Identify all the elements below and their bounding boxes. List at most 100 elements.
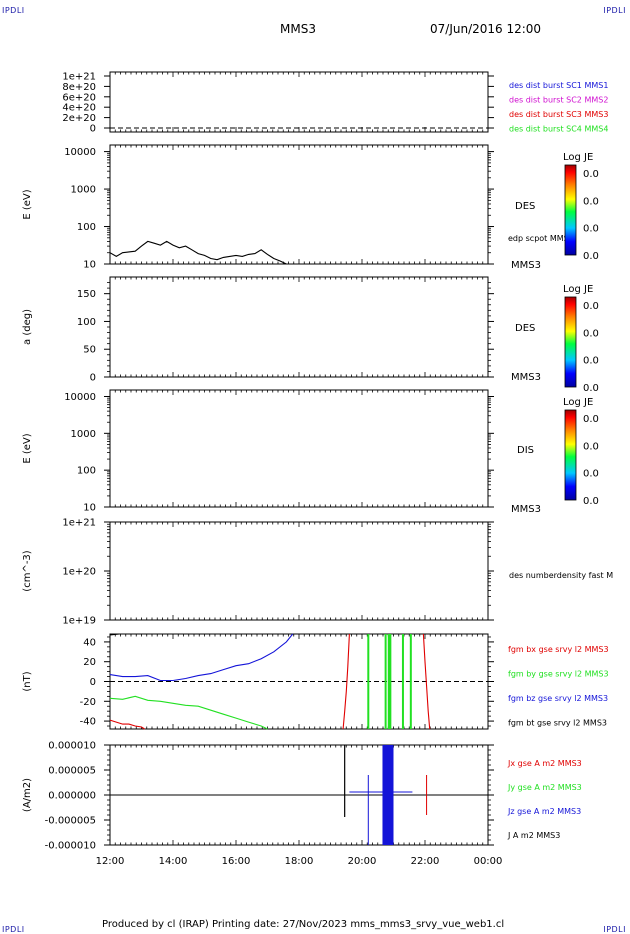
des-pitch-spacecraft: MMS3: [511, 372, 541, 383]
panel-frame-3: [109, 276, 489, 378]
density-ytick-label: 1e+19: [62, 616, 96, 627]
fgm-trace-1: [342, 633, 350, 730]
density-ylabel: (cm^-3): [22, 550, 33, 591]
colorbar-tick-label: 0.0: [583, 441, 599, 452]
fgm-ytick-label: 40: [83, 637, 96, 648]
fgm-trace-1: [422, 633, 431, 730]
corner-label-top-left: IPDLI: [2, 6, 25, 15]
burst-ytick-label: 4e+20: [62, 103, 96, 114]
panel-frame-4: [109, 389, 489, 508]
corner-label-bottom-left: IPDLI: [2, 925, 25, 934]
colorbar-tick-label: 0.0: [583, 169, 599, 180]
current-legend-4: J A m2 MMS3: [507, 831, 560, 840]
fgm-trace-2: [109, 695, 268, 730]
des-energy-ytick-label: 10000: [64, 147, 96, 158]
scpot-legend: edp scpot MMS3: [508, 234, 574, 243]
colorbar-tick-label: 0.0: [583, 328, 599, 339]
burst-ytick-label: 6e+20: [62, 92, 96, 103]
burst-legend-3: des dist burst SC3 MMS3: [509, 110, 608, 119]
colorbar-tick-label: 0.0: [583, 469, 599, 480]
spacecraft-title: MMS3: [280, 22, 316, 36]
des-pitch-ytick-label: 50: [83, 345, 96, 356]
footer-credit: Produced by cl (IRAP) Printing date: 27/…: [102, 919, 505, 930]
des-energy-ylabel: E (eV): [22, 189, 33, 219]
fgm-legend-2: fgm by gse srvy l2 MMS3: [508, 670, 609, 679]
current-ylabel: (A/m2): [22, 778, 33, 812]
corner-label-top-right: IPDLI: [603, 6, 626, 15]
colorbar-title: Log JE: [563, 397, 593, 408]
colorbar-tick-label: 0.0: [583, 196, 599, 207]
current-legend-1: Jx gse A m2 MMS3: [507, 759, 582, 768]
fgm-ytick-label: 0: [90, 677, 96, 688]
dis-energy-ytick-label: 100: [77, 466, 96, 477]
colorbar-2: [564, 296, 577, 388]
time-tick-label: 00:00: [474, 856, 503, 867]
date-title: 07/Jun/2016 12:00: [430, 22, 542, 36]
panel-frame-1: [109, 71, 489, 133]
panel-frame-5: [109, 521, 489, 621]
colorbar-tick-label: 0.0: [583, 383, 599, 394]
colorbar-1: [564, 164, 577, 256]
des-pitch-ytick-label: 0: [90, 373, 96, 384]
dis-energy-ytick-label: 10000: [64, 392, 96, 403]
current-ytick-label: 0.000005: [48, 766, 96, 777]
burst-ytick-label: 8e+20: [62, 82, 96, 93]
colorbar-tick-label: 0.0: [583, 356, 599, 367]
des-pitch-ylabel: a (deg): [22, 309, 33, 345]
des-pitch-instrument: DES: [515, 323, 535, 334]
fgm-trace-3: [109, 633, 294, 682]
colorbar-tick-label: 0.0: [583, 224, 599, 235]
des-pitch-ytick-label: 100: [77, 317, 96, 328]
fgm-ytick-label: 20: [83, 657, 96, 668]
time-tick-label: 20:00: [348, 856, 377, 867]
corner-label-bottom-right: IPDLI: [603, 925, 626, 934]
burst-legend-4: des dist burst SC4 MMS4: [509, 125, 608, 134]
time-tick-label: 12:00: [96, 856, 125, 867]
current-legend-2: Jy gse A m2 MMS3: [507, 783, 582, 792]
dis-energy-instrument: DIS: [517, 445, 534, 456]
colorbar-title: Log JE: [563, 284, 593, 295]
burst-ytick-label: 0: [90, 124, 96, 135]
time-tick-label: 18:00: [285, 856, 314, 867]
des-energy-spacecraft: MMS3: [511, 260, 541, 271]
burst-legend-2: des dist burst SC2 MMS2: [509, 96, 608, 105]
dis-energy-ytick-label: 10: [83, 503, 96, 514]
current-ytick-label: 0.000000: [48, 791, 96, 802]
time-tick-label: 14:00: [159, 856, 188, 867]
fgm-ylabel: (nT): [22, 671, 33, 691]
des-energy-instrument: DES: [515, 201, 535, 212]
fgm-trace-1: [109, 719, 145, 730]
current-ytick-label: -0.000005: [45, 816, 96, 827]
jz-burst-block: [382, 745, 394, 845]
fgm-legend-3: fgm bz gse srvy l2 MMS3: [508, 694, 608, 703]
burst-ytick-label: 2e+20: [62, 113, 96, 124]
fgm-legend-1: fgm bx gse srvy l2 MMS3: [508, 645, 609, 654]
time-tick-label: 16:00: [222, 856, 251, 867]
fgm-ytick-label: -40: [80, 717, 96, 728]
current-legend-3: Jz gse A m2 MMS3: [507, 807, 581, 816]
colorbar-tick-label: 0.0: [583, 414, 599, 425]
fgm-trace-4: [109, 633, 142, 636]
burst-legend-1: des dist burst SC1 MMS1: [509, 81, 608, 90]
colorbar-tick-label: 0.0: [583, 496, 599, 507]
colorbar-tick-label: 0.0: [583, 301, 599, 312]
des-energy-ytick-label: 100: [77, 222, 96, 233]
des-energy-ytick-label: 10: [83, 260, 96, 271]
scpot-line: [109, 240, 287, 265]
density-ytick-label: 1e+20: [62, 567, 96, 578]
fgm-legend-4: fgm bt gse srvy l2 MMS3: [508, 719, 607, 728]
density-legend: des numberdensity fast M: [509, 571, 613, 580]
density-ytick-label: 1e+21: [62, 518, 96, 529]
colorbar-title: Log JE: [563, 152, 593, 163]
dis-energy-spacecraft: MMS3: [511, 504, 541, 515]
current-ytick-label: 0.000010: [48, 741, 96, 752]
des-energy-ytick-label: 1000: [71, 185, 96, 196]
des-pitch-ytick-label: 150: [77, 289, 96, 300]
time-tick-label: 22:00: [411, 856, 440, 867]
burst-ytick-label: 1e+21: [62, 72, 96, 83]
colorbar-tick-label: 0.0: [583, 251, 599, 262]
current-ytick-label: -0.000010: [45, 841, 96, 852]
fgm-ytick-label: -20: [80, 697, 96, 708]
panel-frame-2: [109, 144, 489, 265]
